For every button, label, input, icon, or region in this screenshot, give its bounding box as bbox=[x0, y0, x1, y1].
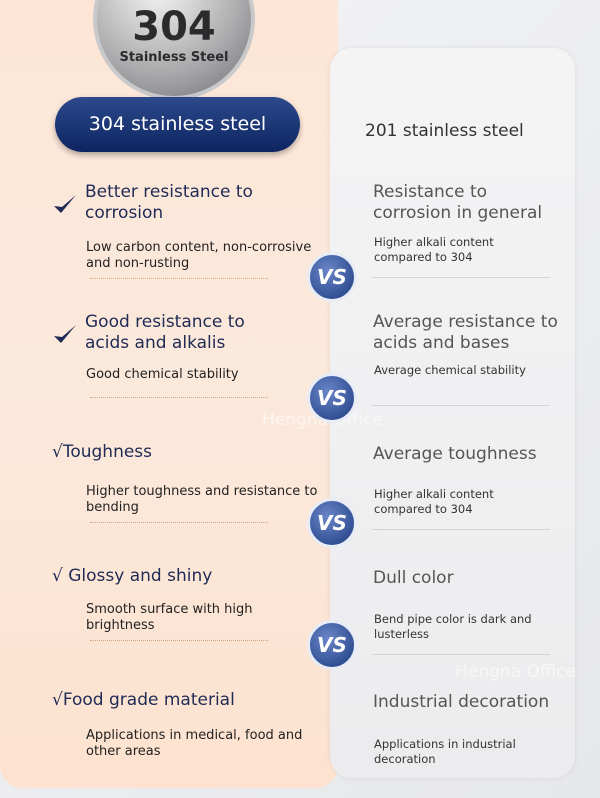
divider bbox=[90, 522, 268, 523]
vs-badge: VS bbox=[307, 252, 357, 302]
right-title: Average toughness bbox=[373, 444, 537, 464]
right-panel bbox=[330, 48, 575, 778]
left-description: Smooth surface with high brightness bbox=[86, 602, 253, 633]
left-title: √ Glossy and shiny bbox=[52, 566, 213, 586]
right-title: Industrial decoration bbox=[373, 692, 550, 712]
divider bbox=[90, 397, 268, 398]
vs-badge: VS bbox=[307, 498, 357, 548]
right-description: Bend pipe color is dark and lusterless bbox=[374, 612, 532, 641]
right-description: Applications in industrial decoration bbox=[374, 737, 516, 766]
watermark: Hengna Office bbox=[455, 662, 577, 682]
badge-label: Stainless Steel bbox=[119, 50, 229, 65]
left-title: Better resistance to corrosion bbox=[85, 182, 253, 223]
left-title: √Toughness bbox=[52, 442, 153, 462]
left-title: Good resistance to acids and alkalis bbox=[85, 312, 245, 353]
left-description: Low carbon content, non-corrosive and no… bbox=[86, 240, 312, 271]
divider bbox=[372, 529, 550, 530]
check-icon bbox=[52, 322, 78, 348]
left-title: √Food grade material bbox=[52, 690, 235, 710]
left-description: Applications in medical, food and other … bbox=[86, 728, 303, 759]
right-description: Higher alkali content compared to 304 bbox=[374, 487, 494, 516]
right-header: 201 stainless steel bbox=[365, 121, 524, 141]
divider bbox=[372, 405, 550, 406]
divider bbox=[90, 640, 268, 641]
right-title: Resistance to corrosion in general bbox=[373, 182, 543, 223]
right-description: Average chemical stability bbox=[374, 363, 526, 377]
divider bbox=[372, 277, 550, 278]
right-title: Average resistance to acids and bases bbox=[373, 312, 558, 353]
divider bbox=[90, 278, 268, 279]
divider bbox=[372, 654, 550, 655]
left-description: Higher toughness and resistance to bendi… bbox=[86, 484, 318, 515]
vs-badge: VS bbox=[307, 373, 357, 423]
vs-badge: VS bbox=[307, 620, 357, 670]
badge-number: 304 bbox=[132, 4, 216, 50]
left-header: 304 stainless steel bbox=[55, 97, 300, 152]
right-title: Dull color bbox=[373, 568, 454, 588]
left-description: Good chemical stability bbox=[86, 367, 239, 382]
check-icon bbox=[52, 192, 78, 218]
right-description: Higher alkali content compared to 304 bbox=[374, 235, 494, 264]
